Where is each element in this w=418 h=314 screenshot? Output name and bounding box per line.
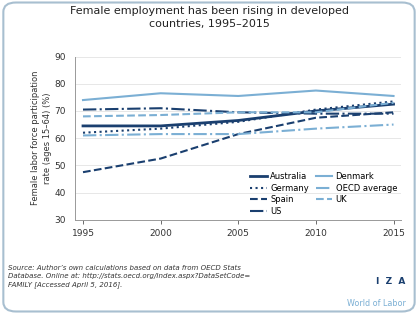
Text: Female employment has been rising in developed
countries, 1995–2015: Female employment has been rising in dev…	[69, 6, 349, 29]
Text: World of Labor: World of Labor	[347, 299, 405, 308]
Y-axis label: Female labor force participation
rate (ages 15–64) (%): Female labor force participation rate (a…	[31, 71, 52, 205]
Legend: Australia, Germany, Spain, US, Denmark, OECD average, UK: Australia, Germany, Spain, US, Denmark, …	[250, 172, 397, 216]
Text: I  Z  A: I Z A	[376, 277, 405, 286]
Text: Source: Author’s own calculations based on data from OECD Stats
Database. Online: Source: Author’s own calculations based …	[8, 265, 251, 288]
